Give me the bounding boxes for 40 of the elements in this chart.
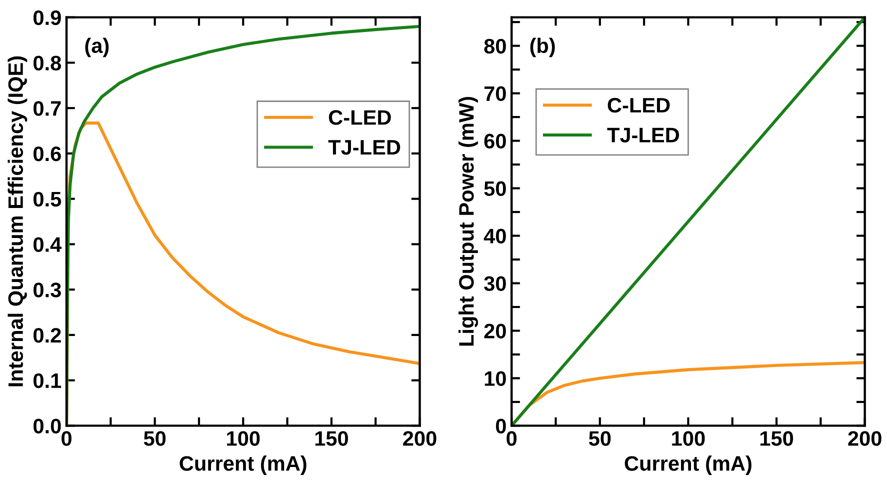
y-tick-label: 0.1 [34,373,62,388]
x-tick-label: 100 [227,431,260,446]
legend-label: TJ-LED [328,140,400,155]
x-tick-label: 50 [588,431,611,446]
x-axis-title: Current (mA) [624,456,752,475]
x-tick-label: 150 [315,431,348,446]
y-tick-label: 0.7 [34,101,61,116]
y-tick-label: 20 [484,324,506,338]
y-tick-label: 50 [484,181,506,196]
y-tick-label: 30 [484,276,506,292]
y-tick-label: 0.3 [34,282,61,298]
x-tick-label: 50 [144,431,166,446]
y-tick-label: 70 [484,86,506,102]
annotation: (b) [530,38,555,58]
y-tick-label: 0.4 [34,237,62,252]
y-axis-title: Internal Quantum Efficiency (IQE) [8,56,28,386]
line-series [512,17,865,426]
y-tick-label: 80 [484,38,506,54]
legend-label: C-LED [328,110,391,125]
y-tick-label: 0.6 [34,146,61,162]
x-axis-title: Current (mA) [180,456,306,475]
x-tick-label: 200 [848,431,882,446]
y-tick-label: 0.0 [34,418,61,434]
legend-label: C-LED [608,98,670,113]
y-tick-label: 0 [496,418,506,434]
x-tick-label: 150 [760,431,794,446]
x-tick-label: 0 [62,431,72,446]
y-tick-label: 0.8 [34,56,62,70]
annotation: (a) [85,38,109,58]
y-tick-label: 60 [484,134,506,149]
y-tick-label: 0.5 [34,192,62,207]
x-tick-label: 0 [506,431,517,446]
legend-label: TJ-LED [607,128,680,142]
y-tick-label: 10 [484,371,506,386]
x-tick-label: 100 [672,431,705,446]
y-tick-label: 0.2 [34,328,61,343]
y-tick-label: 40 [484,228,506,244]
x-tick-label: 200 [403,431,436,446]
y-tick-label: 0.9 [34,10,61,26]
y-axis-title: Light Output Power (mW) [458,96,478,346]
